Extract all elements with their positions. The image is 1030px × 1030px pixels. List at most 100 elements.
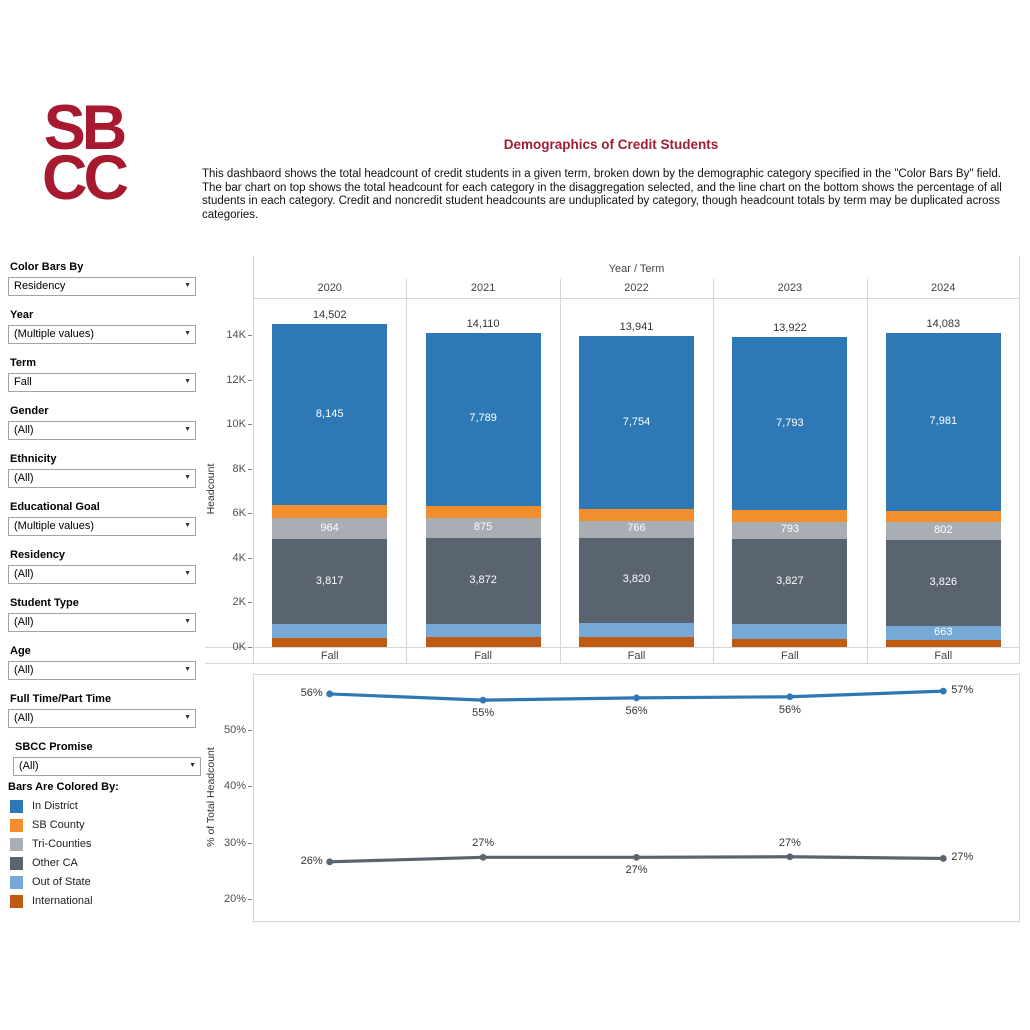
bar-segment[interactable] <box>885 522 1001 541</box>
legend-item-label: Out of State <box>32 876 91 888</box>
bar-segment[interactable] <box>272 323 388 506</box>
y-axis-tick-mark <box>248 424 252 426</box>
dropdown-caret-icon: ▼ <box>184 666 191 673</box>
legend-item-sb-county[interactable]: SB County <box>8 819 158 834</box>
bar-segment[interactable] <box>732 624 848 639</box>
line-point[interactable] <box>326 858 334 866</box>
bar-segment[interactable] <box>425 506 541 519</box>
term-label-fall: Fall <box>320 650 339 662</box>
line-point[interactable] <box>633 694 640 702</box>
legend-swatch <box>10 895 23 908</box>
bar-segment[interactable] <box>885 640 1001 647</box>
bar-segment[interactable] <box>732 521 848 540</box>
legend-item-in-district[interactable]: In District <box>8 800 158 815</box>
bar-segment[interactable] <box>885 540 1001 626</box>
filter-year-dropdown[interactable]: (Multiple values) ▼ <box>8 325 196 344</box>
bar-segment[interactable] <box>425 537 541 624</box>
bar-segment[interactable] <box>732 336 848 511</box>
bar-segment[interactable] <box>579 520 694 538</box>
term-label-fall: Fall <box>781 650 799 662</box>
filter-educational-goal-dropdown[interactable]: (Multiple values) ▼ <box>8 517 196 536</box>
y-axis-tick-label: 8K <box>232 462 246 475</box>
bar-segment-label: 7,754 <box>622 415 651 428</box>
bar-segment[interactable] <box>885 625 1001 641</box>
dropdown-value: (All) <box>14 472 34 484</box>
bar-segment[interactable] <box>425 518 541 538</box>
bar-segment[interactable] <box>425 636 541 647</box>
dropdown-value: (All) <box>19 760 39 772</box>
filter-label: Residency <box>10 549 66 561</box>
line-series-in-district[interactable] <box>328 689 945 702</box>
bar-segment[interactable] <box>272 517 388 540</box>
bar-segment[interactable] <box>732 510 848 522</box>
legend-item-tri-counties[interactable]: Tri-Counties <box>8 838 158 853</box>
line-point[interactable] <box>326 690 334 698</box>
bar-segment[interactable] <box>579 509 694 521</box>
dropdown-value: (Multiple values) <box>14 520 95 532</box>
bar-total-label: 13,922 <box>773 321 807 334</box>
filter-term-dropdown[interactable]: Fall ▼ <box>8 373 196 392</box>
pct-axis-tick-mark <box>248 730 252 731</box>
bar-segment-label: 875 <box>473 520 493 533</box>
line-point[interactable] <box>479 853 487 861</box>
bar-segment[interactable] <box>579 336 694 510</box>
y-axis-tick-mark <box>248 513 252 515</box>
bar-segment[interactable] <box>425 623 541 637</box>
filter-full-time-part-time-dropdown[interactable]: (All) ▼ <box>8 709 196 728</box>
bar-segment[interactable] <box>579 537 694 623</box>
bar-segment-label: 3,817 <box>315 574 344 587</box>
line-pane-bottom-border <box>253 921 1020 922</box>
filter-color-bars-by-dropdown[interactable]: Residency ▼ <box>8 277 196 296</box>
bar-segment[interactable] <box>885 511 1001 523</box>
dropdown-value: Residency <box>14 280 66 292</box>
bar-pane-right-border <box>1019 256 1020 663</box>
column-separator <box>866 279 868 663</box>
term-label-fall: Fall <box>627 650 646 662</box>
filter-residency-dropdown[interactable]: (All) ▼ <box>8 565 196 584</box>
y-axis-tick-mark <box>248 557 252 559</box>
filter-label: Ethnicity <box>10 453 57 465</box>
bar-segment[interactable] <box>272 505 388 518</box>
line-point-label: 56% <box>625 704 648 717</box>
bar-segment-label: 663 <box>934 625 953 638</box>
line-point[interactable] <box>786 853 794 861</box>
filter-student-type-dropdown[interactable]: (All) ▼ <box>8 613 196 632</box>
bar-segment[interactable] <box>732 539 848 625</box>
line-point[interactable] <box>633 853 640 861</box>
bar-segment-label: 3,827 <box>776 574 804 587</box>
line-pane-top-border <box>253 674 1020 675</box>
line-point-label: 27% <box>951 851 974 864</box>
legend-item-out-of-state[interactable]: Out of State <box>8 876 158 891</box>
dropdown-value: Fall <box>14 376 32 388</box>
pct-axis-tick-label: 40% <box>223 780 246 793</box>
filter-gender-dropdown[interactable]: (All) ▼ <box>8 421 196 440</box>
bar-segment-label: 7,789 <box>469 412 497 425</box>
bar-segment[interactable] <box>579 636 694 647</box>
y-axis-tick-mark <box>248 468 252 470</box>
filter-sbcc-promise-dropdown[interactable]: (All) ▼ <box>13 757 201 776</box>
line-point[interactable] <box>939 855 947 862</box>
dropdown-value: (All) <box>14 424 34 436</box>
line-point[interactable] <box>939 687 947 695</box>
legend-item-other-ca[interactable]: Other CA <box>8 857 158 872</box>
filter-label: Full Time/Part Time <box>10 693 112 705</box>
bar-segment[interactable] <box>579 622 694 637</box>
filter-ethnicity-dropdown[interactable]: (All) ▼ <box>8 469 196 488</box>
pct-axis-tick-mark <box>248 786 252 788</box>
bar-segment[interactable] <box>272 637 388 647</box>
bar-segment[interactable] <box>885 333 1001 511</box>
sbcc-logo: SB CC <box>42 97 129 210</box>
term-label-fall: Fall <box>474 650 492 662</box>
line-series-other-ca[interactable] <box>328 855 945 864</box>
bar-segment[interactable] <box>272 624 388 638</box>
bar-segment[interactable] <box>272 539 388 625</box>
line-point[interactable] <box>786 693 794 701</box>
bar-segment[interactable] <box>425 332 541 507</box>
line-point[interactable] <box>479 696 487 704</box>
bar-segment-label: 3,820 <box>622 573 651 586</box>
bar-segment[interactable] <box>732 638 848 647</box>
legend-item-international[interactable]: International <box>8 895 158 910</box>
dropdown-value: (All) <box>14 712 34 724</box>
dropdown-value: (All) <box>14 568 34 580</box>
filter-age-dropdown[interactable]: (All) ▼ <box>8 661 196 680</box>
